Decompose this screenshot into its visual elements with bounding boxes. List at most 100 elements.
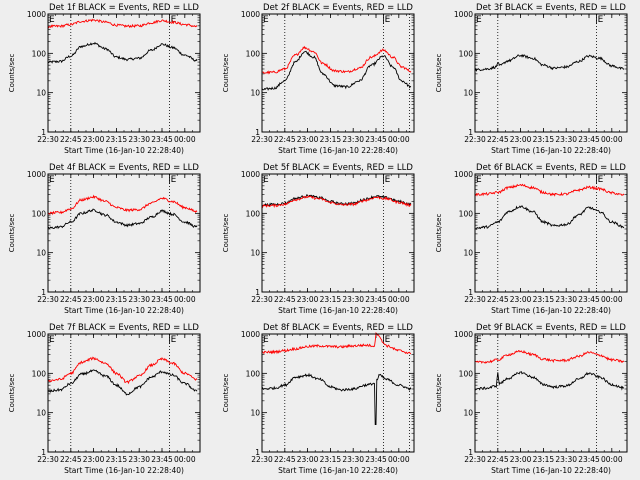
x-tick-label: 23:30 bbox=[342, 295, 364, 304]
y-axis-label: Counts/sec bbox=[222, 54, 230, 93]
event-marker-label: E bbox=[385, 335, 391, 345]
y-tick-label: 1 bbox=[41, 288, 46, 297]
chart-panel-6: Det 6f BLACK = Events, RED = LLD Counts/s… bbox=[435, 163, 628, 315]
x-tick-label: 23:15 bbox=[106, 135, 128, 144]
event-marker-label: E bbox=[49, 15, 55, 25]
x-axis-label: Start Time (16-Jan-10 22:28:40) bbox=[278, 466, 398, 475]
event-marker-label: E bbox=[476, 175, 482, 185]
x-axis-label: Start Time (16-Jan-10 22:28:40) bbox=[64, 466, 184, 475]
event-marker-label: E bbox=[476, 335, 482, 345]
chart-title: Det 3f BLACK = Events, RED = LLD bbox=[476, 3, 626, 13]
y-tick-label: 1000 bbox=[241, 330, 260, 339]
y-tick-label: 1 bbox=[255, 288, 260, 297]
x-tick-label: 23:00 bbox=[83, 455, 105, 464]
y-tick-label: 100 bbox=[246, 49, 261, 58]
series-line-lld bbox=[474, 349, 625, 364]
x-tick-label: 22:45 bbox=[487, 455, 509, 464]
chart-title: Det 5f BLACK = Events, RED = LLD bbox=[263, 163, 413, 173]
chart-panel-1: Det 1f BLACK = Events, RED = LLD Counts/s… bbox=[8, 3, 201, 155]
plot-frame bbox=[261, 13, 415, 133]
y-tick-label: 1000 bbox=[454, 10, 473, 19]
x-axis-label: Start Time (16-Jan-10 22:28:40) bbox=[491, 306, 611, 315]
chart-panel-8: Det 8f BLACK = Events, RED = LLD Counts/s… bbox=[222, 323, 415, 475]
y-tick-label: 1 bbox=[255, 128, 260, 137]
y-axis-label: Counts/sec bbox=[435, 214, 443, 253]
x-tick-label: 23:00 bbox=[83, 295, 105, 304]
chart-panel-3: Det 3f BLACK = Events, RED = LLD Counts/s… bbox=[435, 3, 628, 155]
x-tick-label: 00:00 bbox=[174, 135, 196, 144]
x-tick-label: 22:45 bbox=[487, 295, 509, 304]
x-tick-label: 22:30 bbox=[251, 295, 273, 304]
x-tick-label: 23:00 bbox=[83, 135, 105, 144]
series-line-lld bbox=[47, 18, 198, 29]
plot-frame bbox=[47, 173, 201, 293]
plot-frame bbox=[47, 13, 201, 133]
x-axis-label: Start Time (16-Jan-10 22:28:40) bbox=[491, 146, 611, 155]
y-tick-label: 100 bbox=[459, 49, 474, 58]
y-tick-label: 1000 bbox=[27, 170, 46, 179]
chart-panel-2: Det 2f BLACK = Events, RED = LLD Counts/s… bbox=[222, 3, 415, 155]
event-marker-label: E bbox=[385, 175, 391, 185]
chart-title: Det 7f BLACK = Events, RED = LLD bbox=[49, 323, 199, 333]
y-tick-label: 1000 bbox=[27, 10, 46, 19]
series-line-events bbox=[47, 369, 198, 396]
y-tick-label: 100 bbox=[459, 209, 474, 218]
x-tick-label: 23:45 bbox=[151, 135, 173, 144]
chart-panel-4: Det 4f BLACK = Events, RED = LLD Counts/s… bbox=[8, 163, 201, 315]
x-tick-label: 22:45 bbox=[60, 455, 82, 464]
y-tick-label: 100 bbox=[32, 369, 47, 378]
x-tick-label: 23:30 bbox=[342, 135, 364, 144]
event-marker-label: E bbox=[263, 15, 269, 25]
chart-title: Det 9f BLACK = Events, RED = LLD bbox=[476, 323, 626, 333]
plot-frame bbox=[261, 173, 415, 293]
chart-title: Det 8f BLACK = Events, RED = LLD bbox=[263, 323, 413, 333]
x-tick-label: 23:00 bbox=[297, 455, 319, 464]
plot-frame bbox=[261, 333, 415, 453]
x-tick-label: 22:45 bbox=[274, 135, 296, 144]
x-tick-label: 22:30 bbox=[464, 295, 486, 304]
x-tick-label: 00:00 bbox=[174, 455, 196, 464]
x-tick-label: 23:45 bbox=[151, 455, 173, 464]
x-tick-label: 23:15 bbox=[106, 295, 128, 304]
x-axis-label: Start Time (16-Jan-10 22:28:40) bbox=[64, 146, 184, 155]
y-tick-label: 10 bbox=[463, 249, 473, 258]
event-marker-label: E bbox=[598, 15, 604, 25]
x-tick-label: 23:30 bbox=[555, 295, 577, 304]
x-tick-label: 22:30 bbox=[251, 455, 273, 464]
x-tick-label: 23:00 bbox=[510, 135, 532, 144]
y-tick-label: 1000 bbox=[241, 10, 260, 19]
y-tick-label: 100 bbox=[459, 369, 474, 378]
x-tick-label: 23:15 bbox=[320, 295, 342, 304]
y-axis-label: Counts/sec bbox=[222, 374, 230, 413]
x-tick-label: 23:45 bbox=[578, 135, 600, 144]
x-tick-label: 22:45 bbox=[274, 295, 296, 304]
event-marker-label: E bbox=[263, 175, 269, 185]
x-tick-label: 23:00 bbox=[510, 295, 532, 304]
series-line-lld bbox=[474, 183, 625, 197]
x-tick-label: 23:15 bbox=[320, 455, 342, 464]
x-tick-label: 23:15 bbox=[106, 455, 128, 464]
y-tick-label: 100 bbox=[246, 209, 261, 218]
x-axis-label: Start Time (16-Jan-10 22:28:40) bbox=[278, 306, 398, 315]
x-axis-label: Start Time (16-Jan-10 22:28:40) bbox=[64, 306, 184, 315]
x-tick-label: 00:00 bbox=[601, 135, 623, 144]
y-tick-label: 10 bbox=[463, 89, 473, 98]
y-axis-label: Counts/sec bbox=[222, 214, 230, 253]
event-marker-label: E bbox=[598, 335, 604, 345]
chart-title: Det 1f BLACK = Events, RED = LLD bbox=[49, 3, 199, 13]
x-tick-label: 22:45 bbox=[274, 455, 296, 464]
y-tick-label: 10 bbox=[36, 89, 46, 98]
series-line-events bbox=[47, 208, 198, 230]
x-tick-label: 22:30 bbox=[37, 135, 59, 144]
x-tick-label: 23:00 bbox=[297, 135, 319, 144]
x-tick-label: 23:45 bbox=[578, 295, 600, 304]
y-tick-label: 1 bbox=[468, 288, 473, 297]
y-tick-label: 10 bbox=[36, 249, 46, 258]
series-line-events bbox=[47, 41, 198, 64]
event-marker-label: E bbox=[598, 175, 604, 185]
event-marker-label: E bbox=[171, 335, 177, 345]
series-line-lld bbox=[47, 356, 198, 385]
series-line-lld bbox=[47, 194, 198, 216]
x-tick-label: 23:30 bbox=[342, 455, 364, 464]
x-tick-label: 23:15 bbox=[533, 295, 555, 304]
